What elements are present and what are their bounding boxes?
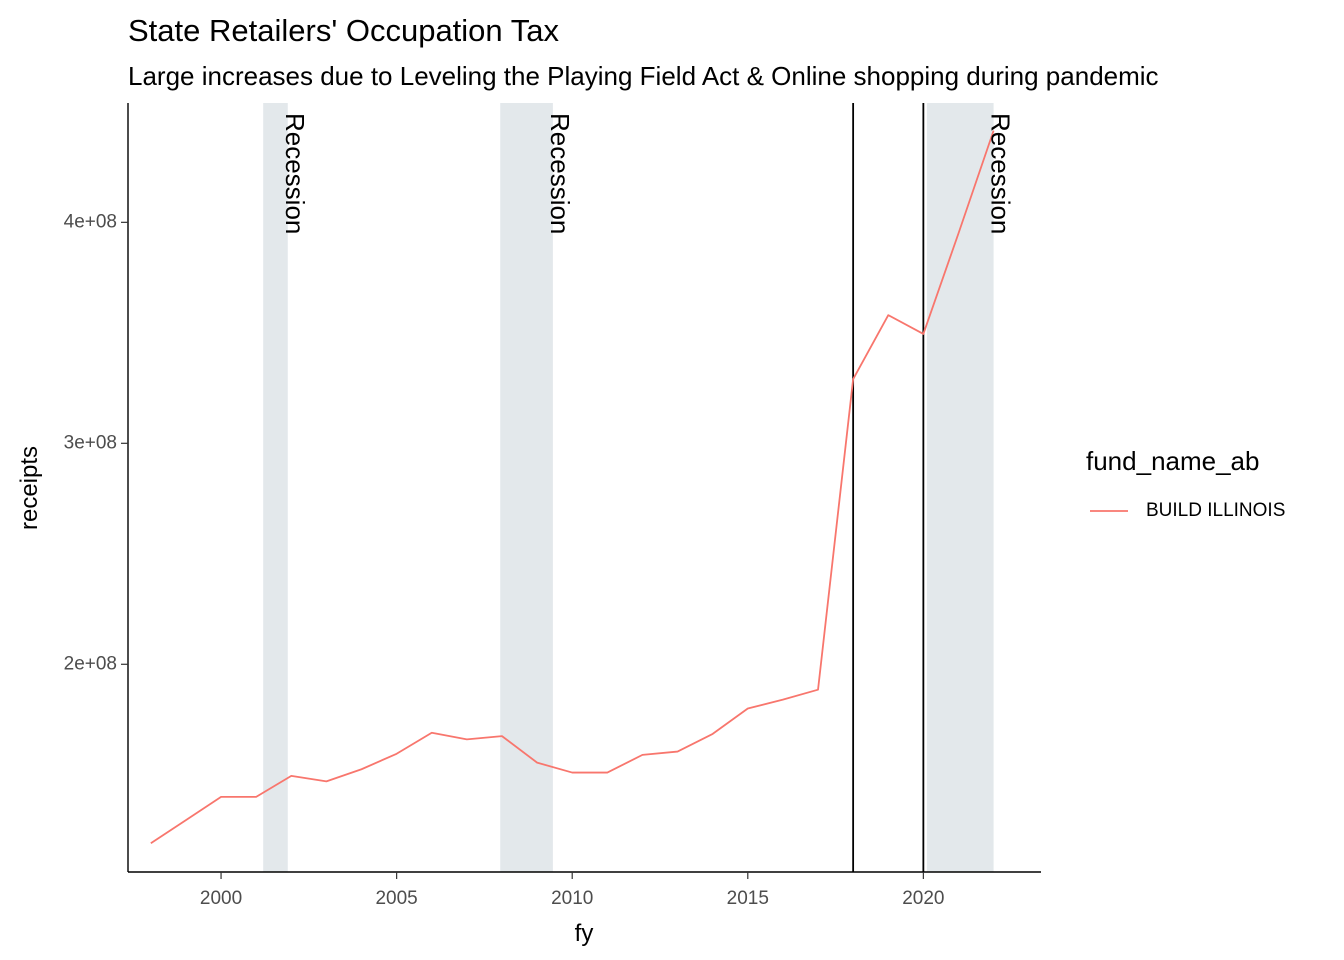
y-tick-label-2: 4e+08 (64, 211, 117, 232)
recession-band-2 (926, 103, 994, 872)
y-axis-title: receipts (16, 446, 43, 530)
y-tick-label-1: 3e+08 (64, 432, 117, 453)
chart-subtitle: Large increases due to Leveling the Play… (128, 61, 1159, 91)
recession-bands (263, 103, 994, 872)
series-lines (150, 130, 995, 845)
x-tick-label-2: 2010 (551, 888, 593, 909)
y-tick-label-0: 2e+08 (64, 653, 117, 674)
x-axis-title: fy (575, 920, 594, 947)
recession-label-0: Recession (280, 113, 310, 234)
chart-title: State Retailers' Occupation Tax (128, 13, 559, 48)
series-line-0 (150, 130, 995, 845)
x-tick-label-1: 2005 (375, 888, 417, 909)
x-tick-label-4: 2020 (902, 888, 944, 909)
recession-label-2: Recession (986, 113, 1016, 234)
x-tick-label-3: 2015 (727, 888, 769, 909)
legend-label-0: BUILD ILLINOIS (1146, 500, 1285, 521)
recession-labels: Recession Recession Recession (280, 113, 1016, 234)
recession-label-1: Recession (545, 113, 575, 234)
recession-band-0 (263, 103, 288, 872)
x-axis-ticks: 2000 2005 2010 2015 2020 (200, 872, 945, 909)
legend: fund_name_ab BUILD ILLINOIS (1086, 446, 1285, 521)
recession-band-1 (500, 103, 553, 872)
x-tick-label-0: 2000 (200, 888, 242, 909)
legend-title: fund_name_ab (1086, 446, 1259, 476)
policy-reference-lines (852, 103, 925, 872)
y-axis-ticks: 2e+08 3e+08 4e+08 (64, 211, 128, 674)
